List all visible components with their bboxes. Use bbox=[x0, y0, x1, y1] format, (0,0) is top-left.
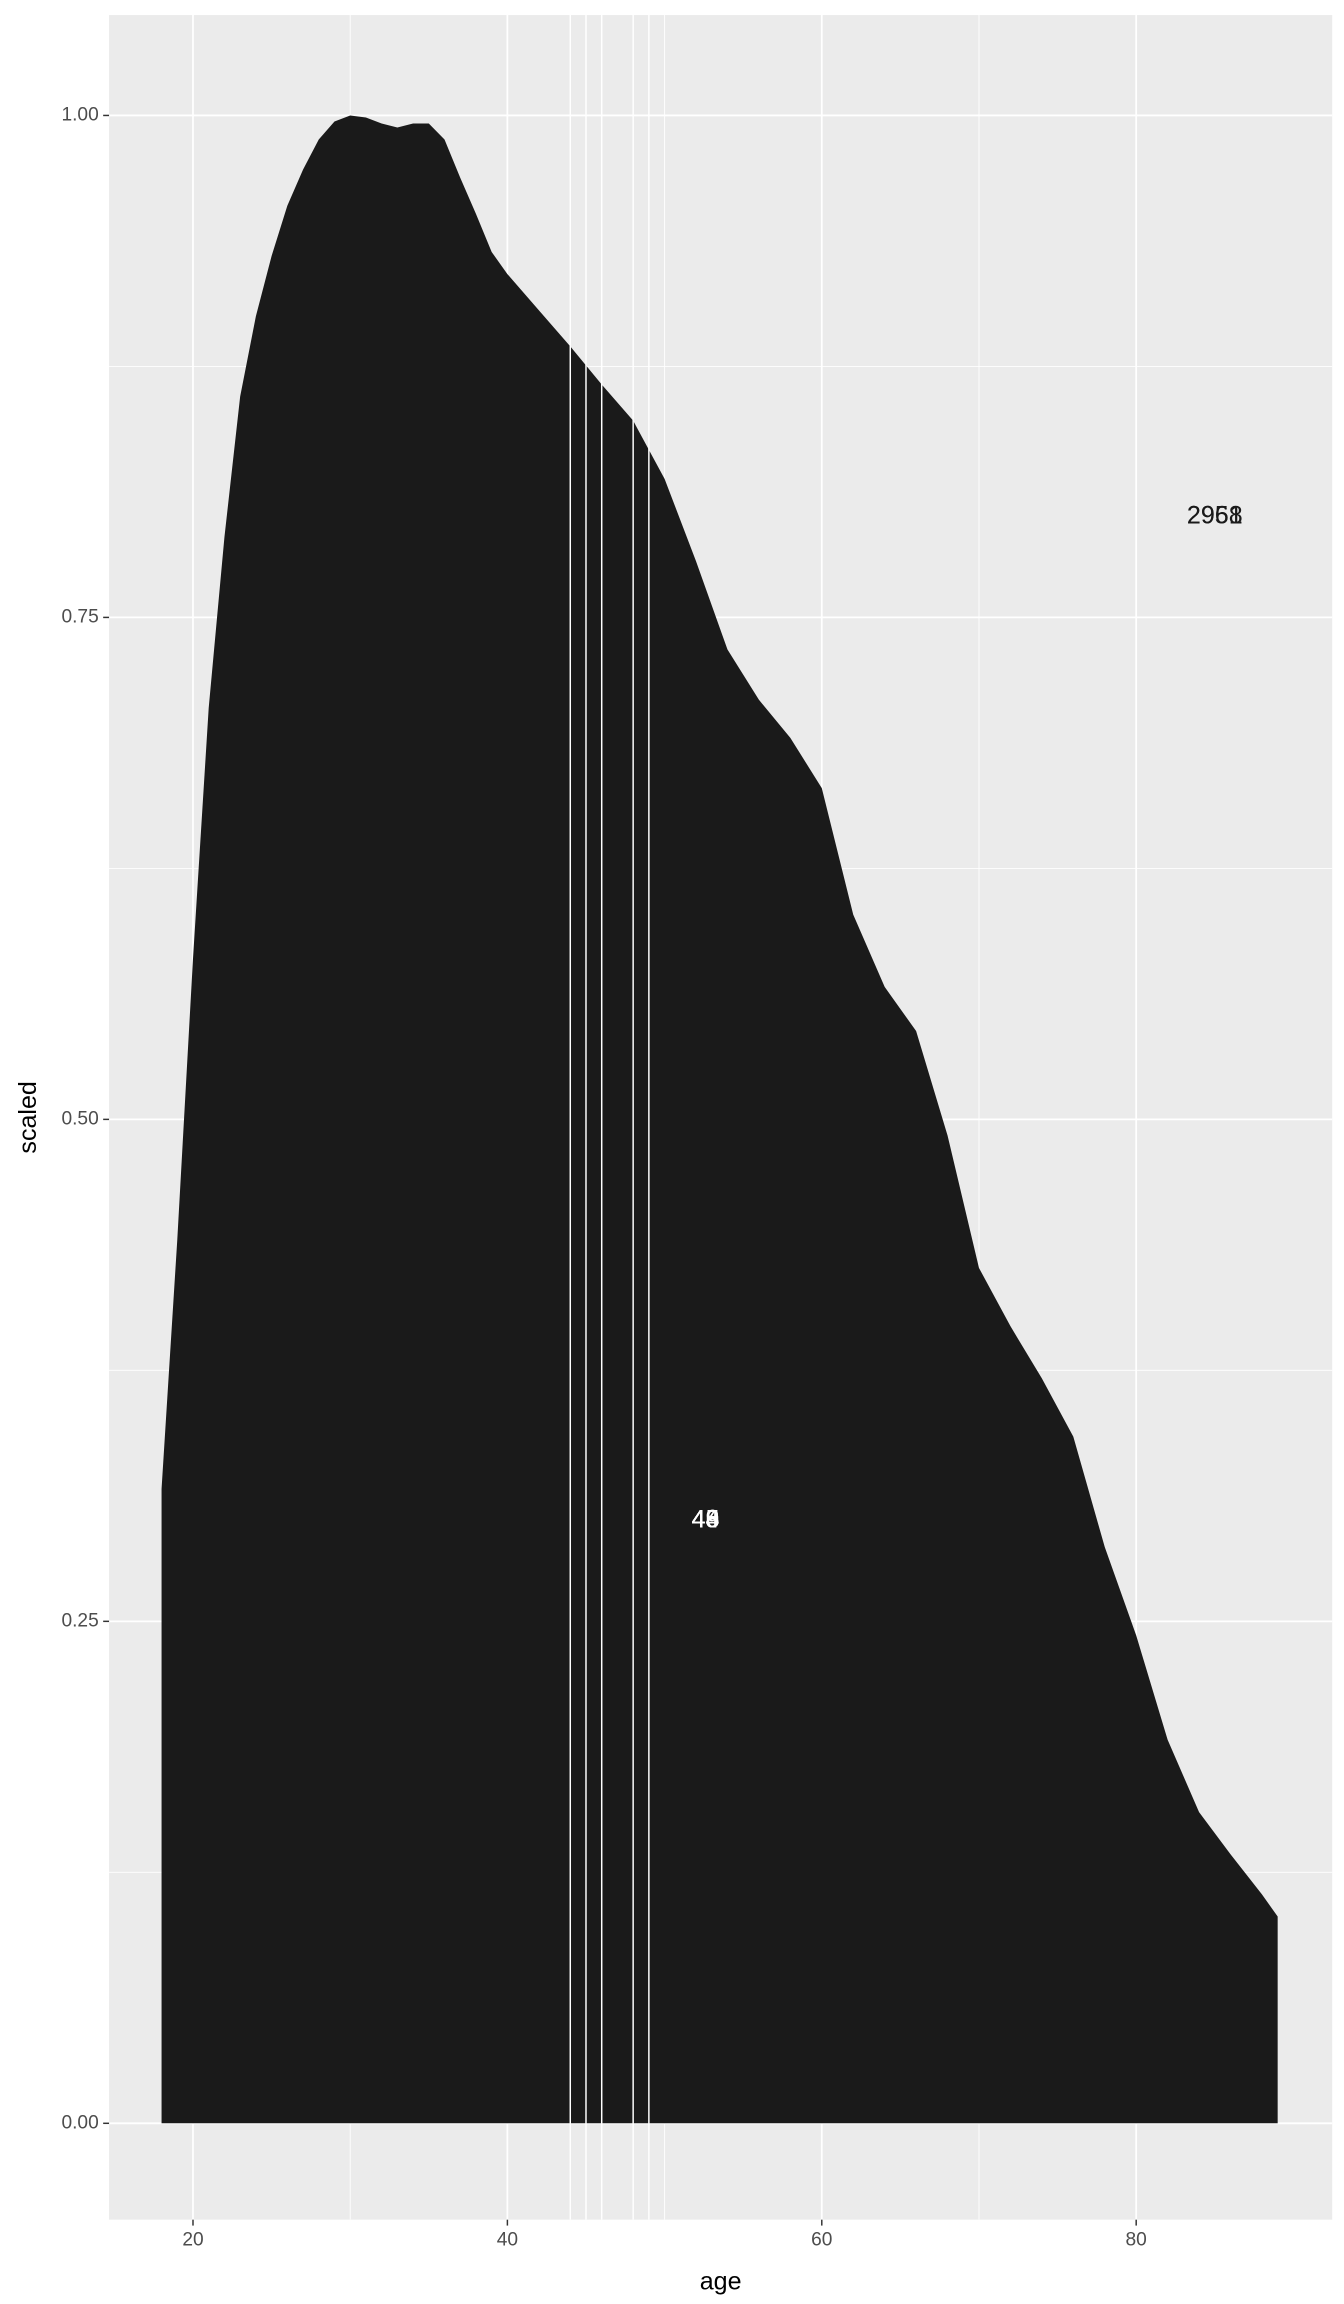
annotation: 46 bbox=[692, 1506, 720, 1534]
density-area bbox=[161, 115, 1278, 2124]
annotation: 45 bbox=[692, 1506, 720, 1534]
x-tick-label: 40 bbox=[497, 2229, 518, 2250]
x-tick-label: 20 bbox=[182, 2229, 203, 2250]
annotation: 49 bbox=[692, 1506, 720, 1534]
y-tick-label: 1.00 bbox=[61, 105, 98, 126]
y-tick-label: 0.75 bbox=[61, 606, 98, 627]
x-tick-label: 80 bbox=[1126, 2229, 1147, 2250]
annotation: 2961 bbox=[1187, 502, 1243, 530]
y-tick-label: 0.00 bbox=[61, 2112, 98, 2133]
annotation: 48 bbox=[692, 1506, 720, 1534]
annotation: 44 bbox=[692, 1506, 720, 1534]
y-tick-label: 0.25 bbox=[61, 1610, 98, 1631]
x-axis-title: age bbox=[700, 2268, 742, 2296]
y-axis-title: scaled bbox=[14, 1081, 42, 1153]
x-tick-label: 60 bbox=[811, 2229, 832, 2250]
y-tick-label: 0.50 bbox=[61, 1108, 98, 1129]
annotation: 2958 bbox=[1187, 502, 1243, 530]
